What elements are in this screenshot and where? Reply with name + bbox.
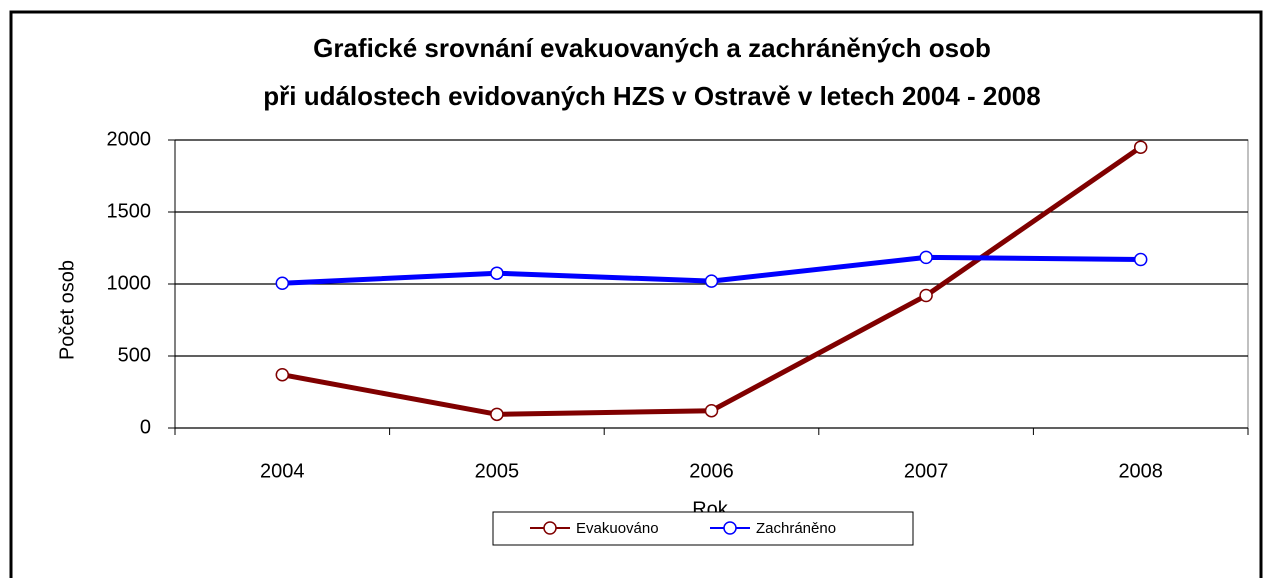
y-tick-label: 0 [140, 416, 151, 438]
legend-marker [723, 521, 737, 535]
y-tick-label: 500 [118, 344, 151, 366]
point [1133, 252, 1148, 267]
x-tick-label: 2004 [260, 460, 305, 482]
y-tick-label: 2000 [107, 128, 152, 150]
point [490, 266, 504, 280]
point [704, 403, 719, 418]
point [490, 407, 504, 422]
point [919, 250, 933, 265]
x-tick-label: 2008 [1118, 460, 1163, 482]
y-tick-label: 1000 [107, 272, 152, 294]
x-tick-label: 2005 [475, 460, 520, 482]
point [1133, 140, 1148, 154]
point [919, 288, 933, 303]
chart-title: při událostech evidovaných HZS v Ostravě… [263, 81, 1040, 111]
point [704, 274, 719, 288]
legend-label: Zachráněno [756, 520, 836, 537]
x-tick-label: 2007 [904, 460, 949, 482]
y-tick-label: 1500 [107, 200, 152, 222]
chart-title: Grafické srovnání evakuovaných a zachrán… [313, 33, 991, 63]
point [275, 367, 290, 382]
legend-label: Evakuováno [576, 520, 659, 537]
point [275, 276, 290, 291]
legend-marker [543, 521, 557, 535]
y-axis-label: Počet osob [56, 260, 78, 360]
x-tick-label: 2006 [689, 460, 734, 482]
